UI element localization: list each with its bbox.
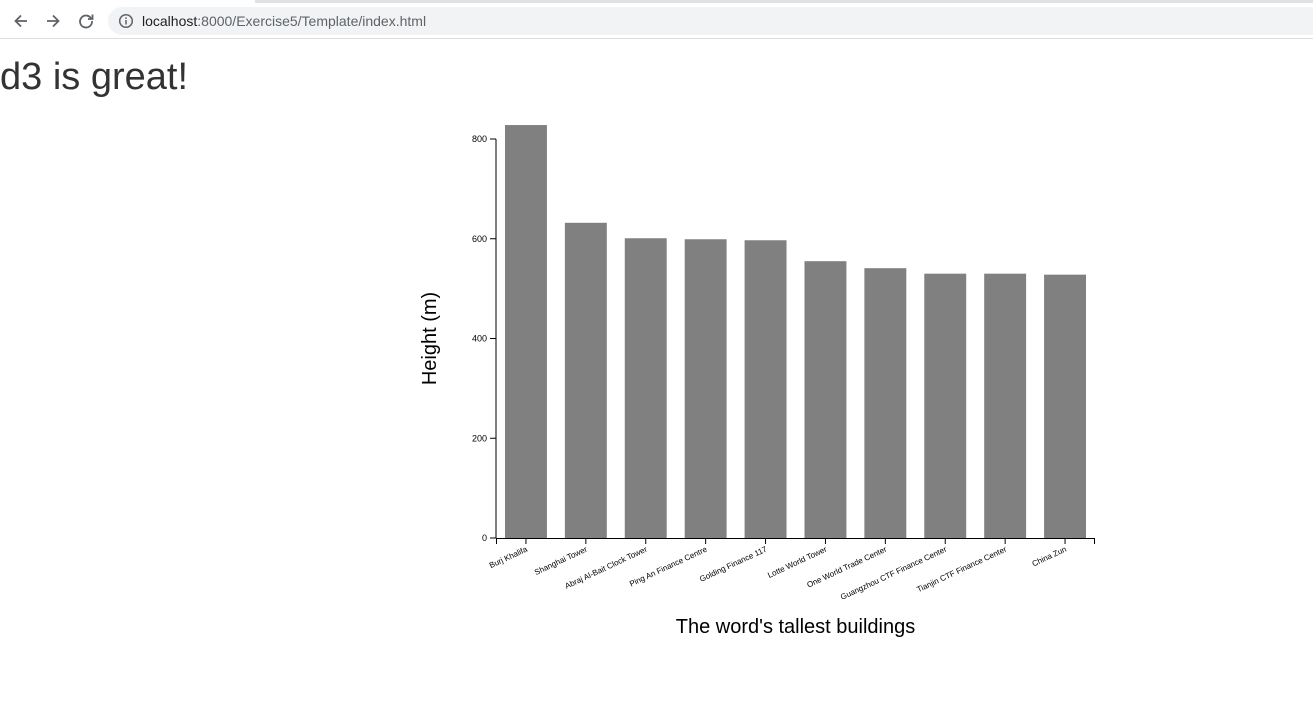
- bar: [744, 240, 787, 538]
- bar: [864, 268, 907, 538]
- y-tick-label: 600: [472, 234, 487, 244]
- forward-button[interactable]: [39, 7, 67, 35]
- active-tab-edge: [0, 0, 255, 3]
- y-tick-label: 800: [472, 134, 487, 144]
- address-bar[interactable]: localhost:8000/Exercise5/Template/index.…: [108, 7, 1313, 35]
- x-tick-label: Shanghai Tower: [533, 545, 589, 577]
- url-text[interactable]: localhost:8000/Exercise5/Template/index.…: [142, 12, 426, 30]
- info-icon[interactable]: [118, 13, 134, 29]
- x-tick-label: Guangzhou CTF Finance Center: [839, 545, 948, 602]
- tab-strip: [0, 0, 1313, 3]
- x-axis-title: The word's tallest buildings: [676, 616, 916, 638]
- arrow-right-icon: [47, 14, 60, 28]
- bars-group: [504, 125, 1087, 539]
- y-tick-label: 200: [472, 433, 487, 443]
- x-tick-label: China Zun: [1031, 545, 1068, 569]
- browser-toolbar: localhost:8000/Exercise5/Template/index.…: [0, 3, 1313, 39]
- y-tick-label: 0: [482, 533, 487, 543]
- bar: [1044, 274, 1087, 538]
- y-axis-title: Height (m): [419, 292, 441, 385]
- page-title: d3 is great!: [0, 56, 188, 98]
- x-tick-label: Golding Finance 117: [698, 544, 769, 583]
- url-path: :8000/Exercise5/Template/index.html: [197, 13, 427, 29]
- bar: [624, 238, 667, 538]
- bar: [504, 125, 547, 538]
- arrow-left-icon: [14, 14, 27, 28]
- bar: [924, 273, 967, 538]
- reload-icon: [79, 14, 94, 29]
- y-axis: 0 200 400 600 800: [472, 134, 497, 543]
- url-host: localhost: [142, 13, 198, 29]
- back-button[interactable]: [7, 7, 35, 35]
- reload-button[interactable]: [72, 7, 100, 35]
- bar: [984, 273, 1027, 538]
- x-tick-label: Burj Khalifa: [488, 544, 529, 570]
- bar: [564, 222, 607, 539]
- bar: [804, 261, 847, 538]
- bar: [684, 239, 727, 538]
- y-tick-label: 400: [472, 334, 487, 344]
